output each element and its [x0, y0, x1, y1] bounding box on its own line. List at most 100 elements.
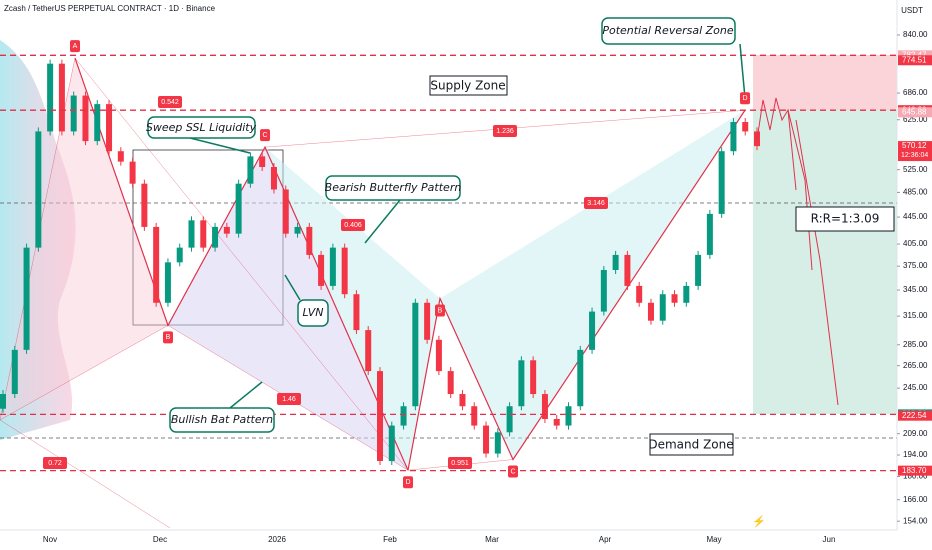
candle [353, 294, 360, 331]
projection [787, 109, 813, 271]
candle [565, 406, 572, 426]
candle [235, 183, 242, 234]
labels: 782.47774.51646.20645.88223.58222.54183.… [43, 40, 932, 489]
candle [153, 226, 160, 303]
flash-icon[interactable]: ⚡ [752, 515, 766, 528]
point-badge [435, 304, 445, 317]
candle [518, 360, 525, 407]
candles [0, 59, 760, 465]
candle [706, 213, 713, 255]
candle [671, 294, 678, 303]
price-tag [898, 55, 932, 66]
price-tag-label: 774.51 [902, 55, 927, 64]
point-label: C [510, 468, 515, 475]
candle [247, 156, 254, 184]
candle [47, 63, 54, 132]
time-label: Jun [823, 535, 836, 544]
callout-box [297, 299, 329, 327]
candle [35, 131, 42, 248]
point-badge [508, 465, 518, 478]
point-badge [163, 331, 173, 344]
price-tag [898, 107, 932, 118]
point-badge [260, 129, 270, 142]
candle [447, 371, 454, 395]
price-tick-label: 375.00 [903, 261, 928, 270]
price-tick-label: 445.00 [903, 212, 928, 221]
candle [164, 262, 171, 303]
point-label: D [405, 479, 410, 486]
candle [435, 339, 442, 372]
candle [683, 285, 690, 303]
candle [695, 254, 702, 286]
time-label: Dec [153, 535, 167, 544]
axes: 840.00 686.00 625.00 525.00 485.00 445.00 405.… [43, 30, 928, 544]
currency: USDT [901, 6, 923, 15]
callout-pointer [229, 381, 263, 409]
point-label: D [742, 95, 747, 102]
candle [341, 247, 348, 295]
callout-text: Bearish Butterfly Pattern [325, 181, 462, 194]
current-price-tag [898, 141, 932, 162]
butterfly-fill [440, 110, 745, 460]
candle [742, 122, 749, 132]
candle [636, 285, 643, 303]
candle [82, 95, 89, 142]
ratio-label: 0.951 [451, 460, 469, 467]
current-price: 570.12 [902, 141, 927, 150]
ratio-label: 0.72 [48, 460, 62, 467]
callout-pointer [364, 199, 401, 244]
price-tick-label: 245.00 [903, 383, 928, 392]
time-label: Nov [43, 535, 57, 544]
price-tick-label: 209.00 [903, 429, 928, 438]
ratio-badge [158, 96, 182, 108]
price-tick-label: 194.00 [903, 450, 928, 459]
candle [270, 166, 277, 190]
ratio-label: 3.146 [587, 200, 605, 207]
chart-title: Zcash / TetherUS PERPETUAL CONTRACT · 1D… [4, 4, 216, 13]
projection [795, 119, 839, 406]
point-label: A [73, 43, 78, 50]
ratio-label: 0.406 [344, 222, 362, 229]
price-tag [898, 410, 932, 421]
candle [412, 302, 419, 407]
candle [624, 254, 631, 286]
price-tick-label: 405.00 [903, 239, 928, 248]
price-tick-label: 180.00 [903, 472, 928, 481]
candle [400, 406, 407, 426]
target-box [753, 110, 897, 414]
candle [106, 104, 113, 152]
price-tick-label: 285.00 [903, 340, 928, 349]
candle [176, 247, 183, 263]
callout-box [601, 17, 736, 45]
zone-box [795, 206, 895, 232]
candle [70, 95, 77, 132]
ratio-badge [448, 457, 472, 469]
price-tag-label: 222.54 [902, 411, 927, 420]
candle [223, 226, 230, 234]
candle [212, 226, 219, 248]
ratio-badge [277, 393, 301, 405]
candle [129, 161, 136, 184]
ratio-badge [341, 219, 365, 231]
candle [94, 104, 101, 142]
ratio-badge [43, 457, 67, 469]
candle [377, 371, 383, 461]
ratio-label: 1.46 [282, 396, 296, 403]
candle [612, 254, 619, 270]
candle [730, 122, 737, 152]
candle [329, 247, 336, 286]
candle [259, 156, 266, 167]
callout-box [147, 116, 256, 139]
candle [553, 418, 560, 426]
price-tick-label: 525.00 [903, 165, 928, 174]
candle [530, 360, 537, 395]
candle [483, 425, 490, 454]
zone-box [649, 433, 734, 456]
price-tick-label: 315.00 [903, 311, 928, 320]
candle [659, 294, 666, 321]
candle [11, 349, 18, 395]
price-tick-label: 154.00 [903, 516, 928, 525]
zone-text: Supply Zone [430, 79, 505, 93]
pattern-leg [0, 325, 169, 421]
price-tick-label: 345.00 [903, 285, 928, 294]
